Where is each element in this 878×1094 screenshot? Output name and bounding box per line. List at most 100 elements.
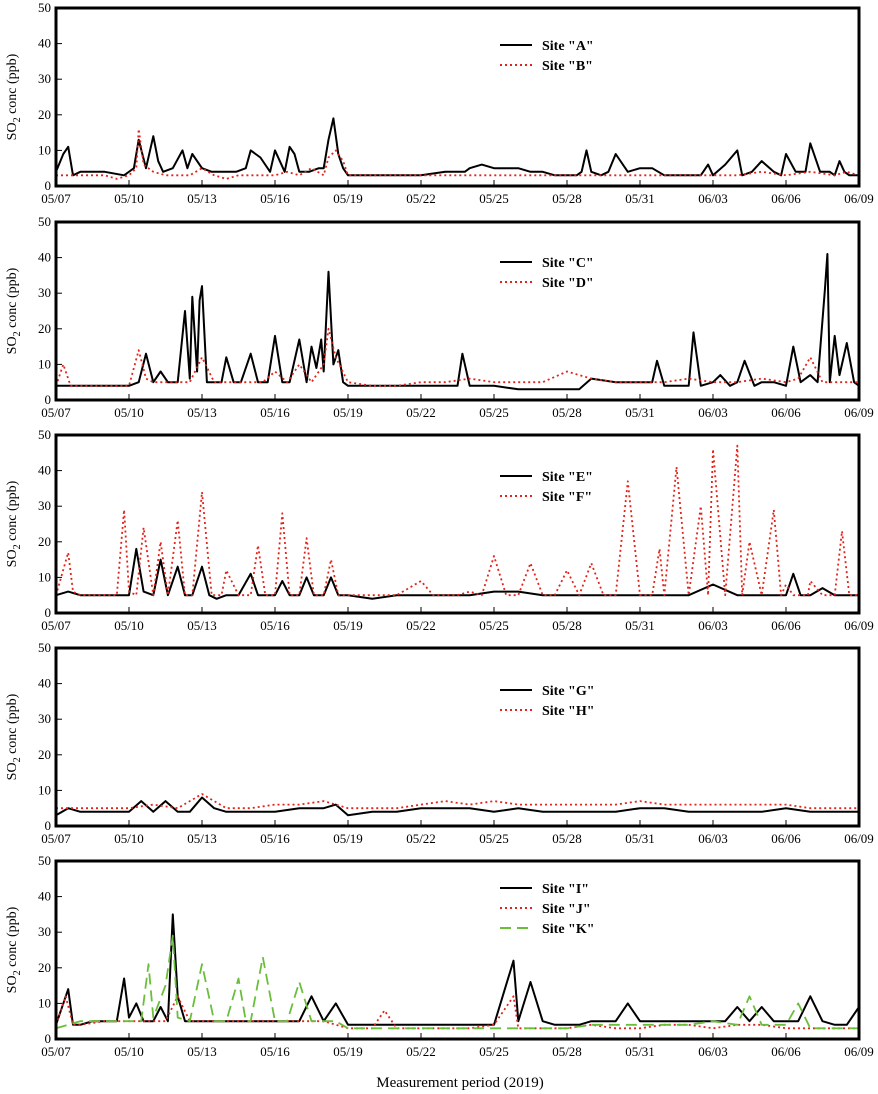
y-tick-label: 40 xyxy=(38,676,51,691)
x-tick-label: 05/28 xyxy=(552,191,582,206)
x-tick-label: 05/22 xyxy=(406,1044,436,1059)
y-tick-label: 30 xyxy=(38,498,51,513)
y-tick-label: 30 xyxy=(38,285,51,300)
y-tick-label: 50 xyxy=(38,427,51,442)
y-tick-label: 0 xyxy=(45,392,52,407)
legend-label: Site "A" xyxy=(542,39,594,54)
x-tick-label: 05/31 xyxy=(625,1044,655,1059)
plot-frame xyxy=(54,6,861,188)
y-tick-label: 50 xyxy=(38,0,51,15)
legend-label: Site "G" xyxy=(542,684,595,699)
legend-label: Site "C" xyxy=(542,256,594,271)
x-tick-label: 06/03 xyxy=(698,618,728,633)
y-axis-title: SO2 conc (ppb) xyxy=(5,906,23,993)
series-line xyxy=(56,253,860,391)
y-tick-label: 40 xyxy=(38,889,51,904)
y-tick-label: 0 xyxy=(45,605,52,620)
x-tick-label: 06/03 xyxy=(698,191,728,206)
series-line xyxy=(56,793,859,810)
x-tick-label: 05/13 xyxy=(187,618,217,633)
x-tick-label: 06/03 xyxy=(698,831,728,846)
x-tick-label: 05/28 xyxy=(552,1044,582,1059)
y-tick-label: 30 xyxy=(38,711,51,726)
x-tick-label: 05/28 xyxy=(552,405,582,420)
y-tick-label: 0 xyxy=(45,178,52,193)
x-tick-label: 06/09 xyxy=(844,618,874,633)
x-tick-label: 05/16 xyxy=(260,831,290,846)
x-tick-label: 05/25 xyxy=(479,405,509,420)
x-tick-label: 05/16 xyxy=(260,1044,290,1059)
y-tick-label: 10 xyxy=(38,356,51,371)
y-tick-label: 20 xyxy=(38,321,51,336)
x-tick-label: 05/07 xyxy=(41,191,71,206)
x-axis-title: Measurement period (2019) xyxy=(376,1075,543,1091)
legend-label: Site "B" xyxy=(542,59,593,74)
y-axis-title: SO2 conc (ppb) xyxy=(5,480,23,567)
x-tick-label: 05/19 xyxy=(333,191,363,206)
x-tick-label: 05/25 xyxy=(479,1044,509,1059)
y-tick-label: 40 xyxy=(38,463,51,478)
x-tick-label: 05/07 xyxy=(41,1044,71,1059)
y-tick-label: 30 xyxy=(38,924,51,939)
legend-label: Site "J" xyxy=(542,902,591,917)
series-line xyxy=(55,547,859,600)
x-tick-label: 05/25 xyxy=(479,618,509,633)
chart-panel: 0 10 20 30 40 50 05/07 05/10 05/13 05/16 05/19 05/2… xyxy=(5,640,874,846)
series-line xyxy=(55,117,859,177)
legend-label: Site "H" xyxy=(542,704,595,719)
x-tick-label: 06/06 xyxy=(771,191,801,206)
x-tick-label: 06/09 xyxy=(844,1044,874,1059)
x-tick-label: 06/03 xyxy=(698,1044,728,1059)
x-tick-label: 05/10 xyxy=(114,405,144,420)
legend-label: Site "F" xyxy=(542,490,592,505)
x-tick-label: 05/25 xyxy=(479,831,509,846)
x-tick-label: 05/07 xyxy=(41,405,71,420)
x-tick-label: 05/13 xyxy=(187,831,217,846)
x-tick-label: 05/25 xyxy=(479,191,509,206)
legend-label: Site "I" xyxy=(542,882,589,897)
x-tick-label: 06/03 xyxy=(698,405,728,420)
y-tick-label: 20 xyxy=(38,534,51,549)
x-tick-label: 05/16 xyxy=(260,618,290,633)
x-tick-label: 05/28 xyxy=(552,618,582,633)
x-tick-label: 05/10 xyxy=(114,191,144,206)
series-line xyxy=(55,444,859,597)
y-tick-label: 30 xyxy=(38,71,51,86)
y-tick-label: 10 xyxy=(38,142,51,157)
x-tick-label: 05/31 xyxy=(625,405,655,420)
legend-label: Site "E" xyxy=(542,470,593,485)
chart-panel: 0 10 20 30 40 50 05/07 05/10 05/13 05/16 05/19 05/2… xyxy=(5,427,874,633)
y-tick-label: 0 xyxy=(45,818,52,833)
plot-frame xyxy=(54,433,861,615)
y-tick-label: 40 xyxy=(38,250,51,265)
series-line xyxy=(56,128,860,180)
series-line xyxy=(55,913,860,1026)
y-tick-label: 50 xyxy=(38,853,51,868)
chart-panel: 0 10 20 30 40 50 05/07 05/10 05/13 05/16 05/19 05/2… xyxy=(5,214,874,420)
x-tick-label: 05/22 xyxy=(406,191,436,206)
x-tick-label: 06/09 xyxy=(844,191,874,206)
series-line xyxy=(55,934,859,1030)
x-tick-label: 05/13 xyxy=(187,1044,217,1059)
x-tick-label: 05/28 xyxy=(552,831,582,846)
legend-label: Site "K" xyxy=(542,922,595,937)
chart-panel: 0 10 20 30 40 50 05/07 05/10 05/13 05/16 05/19 05/2… xyxy=(5,0,874,206)
x-tick-label: 05/31 xyxy=(625,831,655,846)
x-tick-label: 06/06 xyxy=(771,618,801,633)
y-tick-label: 40 xyxy=(38,36,51,51)
y-axis-title: SO2 conc (ppb) xyxy=(5,53,23,140)
x-tick-label: 06/06 xyxy=(771,405,801,420)
x-tick-label: 05/19 xyxy=(333,1044,363,1059)
y-axis-title: SO2 conc (ppb) xyxy=(5,693,23,780)
chart-panel: 0 10 20 30 40 50 05/07 05/10 05/13 05/16 05/19 05/2… xyxy=(5,853,874,1059)
series-line xyxy=(55,327,859,387)
x-tick-label: 05/10 xyxy=(114,831,144,846)
x-tick-label: 05/16 xyxy=(260,191,290,206)
x-tick-label: 06/06 xyxy=(771,1044,801,1059)
y-tick-label: 50 xyxy=(38,640,51,655)
x-tick-label: 05/22 xyxy=(406,405,436,420)
x-tick-label: 05/22 xyxy=(406,831,436,846)
x-tick-label: 05/10 xyxy=(114,618,144,633)
x-tick-label: 05/19 xyxy=(333,405,363,420)
